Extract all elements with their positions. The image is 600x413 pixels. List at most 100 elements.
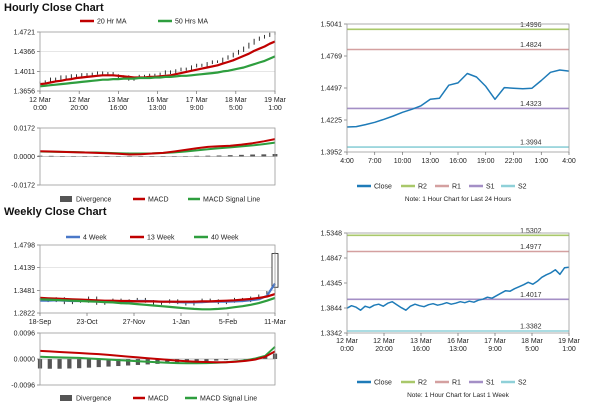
weekly-macd-legend-swatch [60, 395, 72, 401]
weekly_macd-divergence-bar [86, 359, 92, 368]
weekly_levels-level-label-s2: 1.3382 [520, 324, 542, 331]
hourly_macd-divergence-bar [194, 155, 200, 157]
weekly_levels-ytick-label: 1.4847 [321, 256, 343, 263]
weekly_price-ytick-label: 1.4139 [14, 265, 36, 272]
weekly_levels-xtick-label-line: 16:00 [412, 346, 430, 353]
hourly_macd-ytick-label: -0.0172 [11, 183, 35, 190]
weekly-levels-note: Note: 1 Hour Chart for Last 1 Week [407, 392, 510, 399]
hourly_price-xtick-label-line: 5:00 [229, 105, 243, 112]
hourly_macd-macd-line [39, 138, 276, 156]
hourly-price-legend-label: 50 Hrs MA [175, 19, 208, 26]
hourly_macd-ytick-label: 0.0000 [14, 154, 36, 161]
weekly_levels-xtick-label-line: 9:00 [488, 346, 502, 353]
hourly_levels-level-label-r1: 1.4824 [520, 42, 542, 49]
hourly_price-xtick-label: 12 Mar 20:00 [68, 97, 90, 112]
weekly_levels-xtick-label: 12 Mar 20:00 [373, 338, 395, 353]
hourly-section-title: Hourly Close Chart [4, 2, 104, 14]
hourly_macd-divergence-bar [227, 155, 233, 157]
weekly_macd-divergence-bar [116, 359, 121, 367]
hourly_price-xtick-label: 18 Mar 5:00 [225, 97, 247, 112]
weekly-section-title: Weekly Close Chart [4, 206, 107, 218]
hourly_price-xtick-label-line: 16 Mar [147, 97, 169, 104]
hourly-price-legend-label: 20 Hr MA [97, 19, 127, 26]
hourly_price-xtick-label-line: 18 Mar [225, 97, 247, 104]
weekly_macd-divergence-bar [263, 356, 268, 359]
weekly_macd-divergence-bar [194, 359, 199, 362]
weekly_levels-close-line [346, 266, 570, 311]
weekly_macd-divergence-bar [96, 359, 101, 368]
hourly_macd-divergence-bar [205, 155, 211, 157]
hourly-macd-legend-swatch [60, 196, 72, 202]
weekly_levels-xtick-label-line: 12 Mar [373, 338, 395, 345]
weekly-macd-legend-label: Divergence [76, 396, 112, 403]
hourly_price-xtick-label-line: 13 Mar [107, 97, 129, 104]
weekly_levels-xtick-label-line: 5:00 [525, 346, 539, 353]
weekly_levels-level-label-r2: 1.5302 [520, 228, 542, 235]
hourly_levels-ytick-label: 1.5041 [321, 22, 343, 29]
hourly_price-xtick-label-line: 13:00 [149, 105, 167, 112]
weekly-price-legend-label: 13 Week [147, 235, 175, 242]
hourly-levels-note: Note: 1 Hour Chart for Last 24 Hours [405, 196, 512, 203]
weekly_macd-divergence-bar [223, 359, 229, 361]
weekly_macd-divergence-bar [204, 359, 209, 362]
hourly_macd-ytick-label: 0.0172 [14, 126, 36, 133]
hourly-levels-legend-label: Close [374, 184, 392, 191]
weekly_levels-xtick-label-line: 13:00 [449, 346, 467, 353]
hourly_price-xtick-label-line: 9:00 [190, 105, 204, 112]
weekly_price-frame [39, 244, 276, 314]
hourly_levels-ytick-label: 1.4225 [321, 118, 343, 125]
hourly_macd-divergence-bar [239, 154, 244, 157]
hourly_price-xtick-label: 19 Mar 1:00 [264, 97, 286, 112]
weekly_macd-macd-line [39, 349, 276, 364]
hourly_price-xtick-label-line: 16:00 [110, 105, 128, 112]
hourly_price-ytick-label: 1.4721 [14, 30, 36, 37]
hourly_macd-divergence-bar [216, 155, 222, 157]
hourly_price-ytick-label: 1.4366 [14, 49, 36, 56]
hourly_price-ytick-label: 1.3656 [14, 89, 36, 96]
hourly_levels-xtick-label: 13:00 [421, 158, 439, 165]
weekly_macd-divergence-bar [126, 359, 131, 366]
weekly_levels-ytick-label: 1.5348 [321, 231, 343, 238]
weekly_levels-xtick-label: 19 Mar 1:00 [558, 338, 580, 353]
hourly_macd-divergence-bar [261, 154, 267, 157]
weekly_levels-xtick-label: 13 Mar 16:00 [410, 338, 432, 353]
weekly_levels-level-label-s1: 1.4017 [520, 292, 542, 299]
weekly_macd-divergence-bar [214, 359, 219, 361]
hourly-levels-legend-label: R1 [452, 184, 461, 191]
hourly_levels-xtick-label: 10:00 [394, 158, 412, 165]
hourly_levels-xtick-label: 19:00 [477, 158, 495, 165]
hourly_price-xtick-label-line: 0:00 [33, 105, 47, 112]
hourly_levels-level-label-r2: 1.4996 [520, 22, 542, 29]
weekly_macd-ytick-label: 0.0000 [14, 357, 36, 364]
weekly_macd-ytick-label: -0.0096 [11, 383, 35, 390]
hourly-macd-legend-label: MACD Signal Line [203, 197, 260, 204]
weekly_levels-xtick-label: 18 Mar 5:00 [521, 338, 543, 353]
weekly_price-xtick-label: 23-Oct [76, 319, 97, 326]
weekly_price-series-line [39, 296, 276, 311]
hourly_levels-close-line [346, 69, 570, 128]
hourly_levels-xtick-label: 22:00 [505, 158, 523, 165]
hourly_levels-xtick-label: 1:00 [534, 158, 548, 165]
hourly_levels-xtick-label: 16:00 [449, 158, 467, 165]
weekly_price-xtick-label: 18-Sep [29, 319, 52, 326]
hourly_price-xtick-label: 13 Mar 16:00 [107, 97, 129, 112]
hourly_levels-level-label-s1: 1.4323 [520, 101, 542, 108]
hourly_macd-frame [39, 127, 276, 186]
weekly_macd-divergence-bar [57, 359, 62, 369]
weekly_macd-divergence-bar [106, 359, 111, 367]
weekly-levels-legend-label: R1 [452, 380, 461, 387]
weekly_levels-xtick-label-line: 16 Mar [447, 338, 469, 345]
weekly_levels-xtick-label-line: 13 Mar [410, 338, 432, 345]
weekly_price-ytick-label: 1.2822 [14, 311, 36, 318]
weekly_price-xtick-label: 27-Nov [123, 319, 146, 326]
weekly_price-xtick-label: 11-Mar [264, 319, 286, 326]
hourly-macd-legend-label: MACD [148, 197, 169, 204]
weekly_levels-xtick-label: 17 Mar 9:00 [484, 338, 506, 353]
hourly_price-xtick-label: 12 Mar 0:00 [29, 97, 51, 112]
weekly_price-xtick-label: 5-Feb [219, 319, 237, 326]
weekly_levels-ytick-label: 1.3342 [321, 331, 343, 338]
hourly-levels-legend-label: S1 [486, 184, 495, 191]
weekly_macd-divergence-bar [165, 359, 170, 364]
hourly_levels-xtick-label: 7:00 [368, 158, 382, 165]
weekly_levels-xtick-label-line: 20:00 [375, 346, 393, 353]
